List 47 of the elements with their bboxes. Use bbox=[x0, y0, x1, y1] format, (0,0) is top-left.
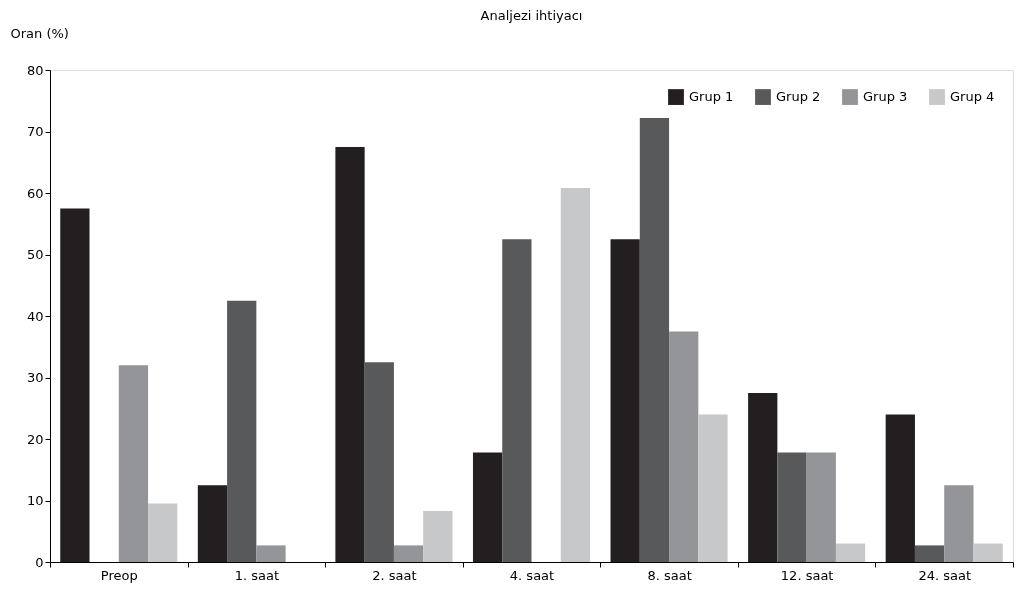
bar bbox=[944, 485, 974, 562]
y-tick-label: 80 bbox=[26, 62, 44, 78]
bar bbox=[148, 503, 178, 562]
bar bbox=[197, 485, 228, 562]
bar bbox=[60, 208, 90, 562]
bar bbox=[639, 117, 670, 562]
y-tick-label: 20 bbox=[26, 431, 44, 447]
legend-label: Grup 1 bbox=[689, 89, 734, 105]
bar bbox=[885, 414, 915, 562]
x-tick-label: 1. saat bbox=[234, 567, 280, 583]
bar bbox=[335, 146, 365, 562]
bar bbox=[698, 414, 728, 562]
bar bbox=[914, 545, 945, 562]
x-tick-label: 24. saat bbox=[918, 567, 972, 583]
bar bbox=[227, 300, 257, 562]
bar bbox=[973, 543, 1003, 562]
bar bbox=[423, 510, 453, 562]
bar bbox=[393, 545, 424, 562]
bar bbox=[748, 392, 778, 562]
legend-label: Grup 3 bbox=[863, 89, 908, 105]
bar bbox=[610, 239, 640, 562]
y-tick-label: 70 bbox=[26, 124, 44, 139]
y-tick-label: 40 bbox=[26, 308, 44, 324]
y-tick-label: 10 bbox=[26, 493, 44, 508]
x-tick-label: 12. saat bbox=[780, 567, 834, 583]
y-tick-label: 60 bbox=[26, 185, 44, 201]
x-tick-label: 8. saat bbox=[647, 567, 692, 583]
bar bbox=[472, 452, 503, 562]
y-tick-label: 0 bbox=[35, 554, 44, 570]
y-tick-label: 30 bbox=[26, 370, 44, 385]
y-axis-title: Oran (%) bbox=[10, 25, 69, 41]
bar bbox=[364, 362, 394, 562]
bar bbox=[669, 331, 699, 562]
bar bbox=[118, 365, 149, 562]
bar bbox=[256, 545, 286, 562]
legend-label: Grup 4 bbox=[950, 89, 995, 105]
chart-title: Analjezi ihtiyacı bbox=[480, 8, 583, 23]
x-tick-label: 4. saat bbox=[509, 567, 555, 583]
y-tick-label: 50 bbox=[26, 247, 44, 262]
x-tick-label: Preop bbox=[100, 567, 138, 583]
x-tick-label: 2. saat bbox=[372, 567, 417, 583]
bar bbox=[560, 188, 591, 562]
bar bbox=[835, 543, 866, 562]
bar bbox=[777, 452, 807, 562]
bar bbox=[806, 452, 836, 562]
bar bbox=[502, 239, 532, 562]
legend-label: Grup 2 bbox=[776, 89, 821, 105]
